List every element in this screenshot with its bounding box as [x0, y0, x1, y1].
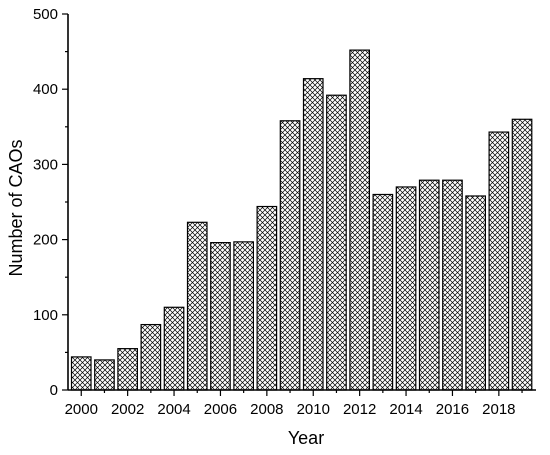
x-tick-label: 2004 — [157, 401, 190, 418]
bar-2001 — [94, 359, 115, 391]
x-tick-label: 2002 — [111, 401, 144, 418]
y-tick-label: 500 — [33, 6, 58, 23]
y-tick-label: 200 — [33, 232, 58, 249]
bar-2016 — [442, 179, 463, 391]
y-axis-title: Number of CAOs — [6, 139, 26, 276]
bar-2013 — [372, 193, 394, 391]
y-tick-label: 100 — [33, 307, 58, 324]
x-axis-title: Year — [288, 428, 324, 448]
bar-2009 — [279, 120, 301, 391]
bar-2006 — [210, 242, 231, 391]
bar-2002 — [117, 348, 139, 391]
y-tick-label: 0 — [50, 382, 58, 399]
bar-2014 — [395, 186, 417, 391]
bar-2012 — [349, 49, 370, 391]
bar-2000 — [70, 356, 92, 391]
bar-2015 — [418, 179, 440, 391]
bar-2011 — [326, 94, 347, 391]
bar-2010 — [302, 78, 324, 391]
x-tick-label: 2012 — [343, 401, 376, 418]
bar-2003 — [140, 323, 162, 391]
y-axis: 0 100 200 300 400 500 — [33, 6, 69, 399]
x-tick-label: 2008 — [250, 401, 283, 418]
bar-2005 — [186, 221, 208, 391]
x-tick-label: 2000 — [65, 401, 98, 418]
bar-2004 — [163, 306, 185, 391]
x-tick-label: 2006 — [204, 401, 237, 418]
y-tick-label: 300 — [33, 156, 58, 173]
bar-2007 — [233, 241, 254, 391]
y-tick-label: 400 — [33, 81, 58, 98]
bar-2017 — [465, 195, 486, 391]
x-axis: 2000 2002 2004 2006 2008 2010 2012 2014 2016 2018 — [65, 389, 536, 418]
x-tick-label: 2014 — [389, 401, 422, 418]
bar-2018 — [488, 131, 510, 391]
bar-2019 — [511, 118, 533, 391]
x-tick-label: 2010 — [297, 401, 330, 418]
bar-2008 — [256, 205, 278, 391]
bars-group — [70, 49, 533, 391]
x-tick-label: 2016 — [436, 401, 469, 418]
x-tick-label: 2018 — [482, 401, 515, 418]
